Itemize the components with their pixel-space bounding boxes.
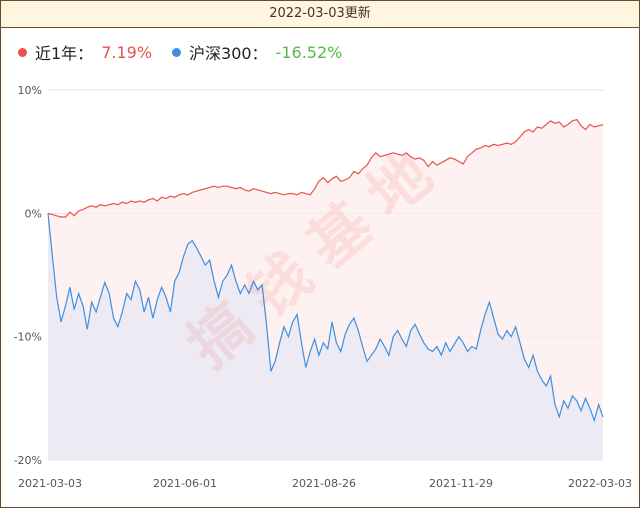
y-tick-label: -10% [14,331,42,344]
x-tick-label: 2021-06-01 [153,477,217,490]
index-series-line [47,213,604,423]
legend-item-index[interactable]: 沪深300： -16.52% [172,40,342,64]
fund-dot-icon [18,47,27,57]
legend-fund-value: 7.19% [101,42,153,62]
x-tick-label: 2021-03-03 [18,477,82,490]
legend-fund-name: 近1年： [35,44,94,63]
fund-series-line [47,118,604,218]
y-tick-label: -20% [14,454,42,467]
index-dot-icon [172,47,182,57]
y-tick-label: 10% [18,84,42,97]
update-date-header: 2022-03-03更新 [1,1,639,28]
x-tick-label: 2021-08-26 [292,477,356,490]
y-tick-label: 0% [25,207,42,220]
legend-item-fund[interactable]: 近1年： 7.19% [18,40,152,64]
index-area [48,213,603,460]
x-tick-label: 2021-11-29 [429,477,493,490]
legend-index-value: -16.52% [275,42,343,62]
legend-index-name: 沪深300： [189,44,268,63]
chart-legend: 近1年： 7.19% 沪深300： -16.52% [18,40,362,64]
x-tick-label: 2022-03-03 [568,477,632,490]
